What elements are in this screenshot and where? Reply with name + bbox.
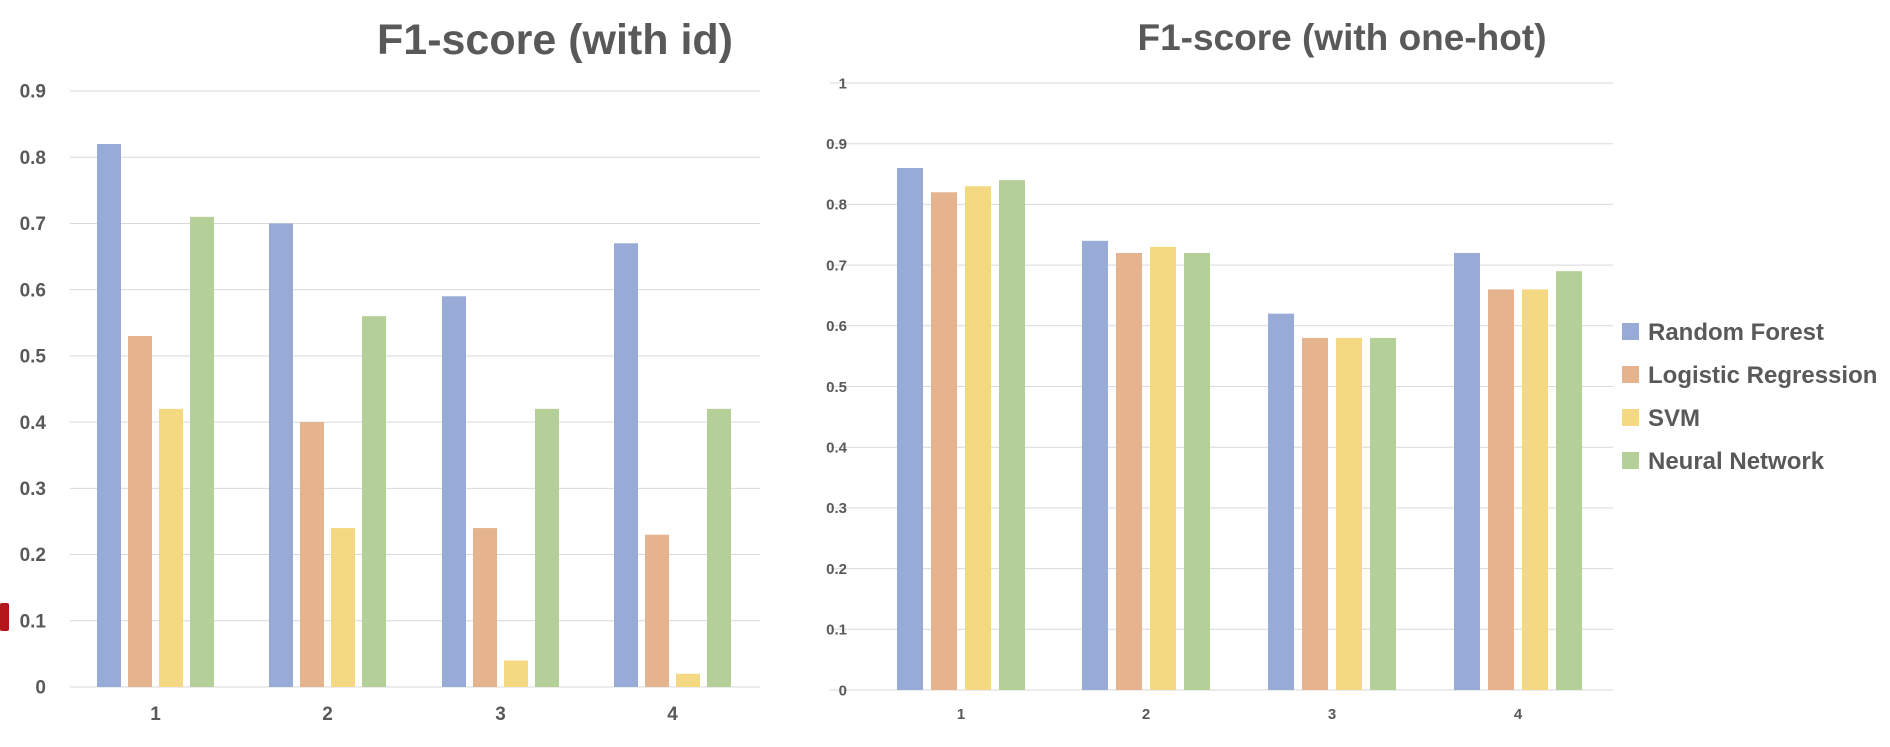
y-tick-label: 0.5 bbox=[20, 347, 47, 368]
bar-random-forest-2 bbox=[1082, 240, 1108, 690]
chart-with-one-hot: F1-score (with one-hot) 0 0.1 0.2 0.3 0.4 0.5… bbox=[826, 17, 1613, 723]
bar-svm-1 bbox=[159, 408, 183, 687]
y-tick-label: 0.9 bbox=[20, 82, 46, 103]
y-tick-label: 0 bbox=[839, 682, 847, 699]
x-axis: 1 2 3 4 bbox=[957, 706, 1523, 723]
bar-logistic-regression-4 bbox=[1488, 289, 1514, 690]
y-tick-label: 0.3 bbox=[20, 479, 46, 500]
x-tick-label: 3 bbox=[495, 704, 506, 725]
bar-neural-network-3 bbox=[535, 408, 559, 687]
bars bbox=[897, 167, 1582, 691]
bar-random-forest-3 bbox=[442, 296, 466, 687]
edge-marker bbox=[0, 603, 9, 631]
grid bbox=[70, 90, 760, 688]
y-tick-label: 0.1 bbox=[826, 622, 847, 639]
chart-with-id: F1-score (with id) 0 0.1 0.2 0.3 0.4 0.5 0.6 0.… bbox=[20, 16, 760, 725]
x-tick-label: 3 bbox=[1328, 706, 1336, 723]
y-tick-label: 0.1 bbox=[20, 611, 47, 632]
bar-svm-2 bbox=[1150, 246, 1176, 690]
bars bbox=[97, 143, 731, 688]
y-tick-label: 0.3 bbox=[826, 500, 847, 517]
bar-logistic-regression-3 bbox=[473, 528, 497, 687]
legend-label: SVM bbox=[1648, 405, 1700, 432]
y-tick-label: 1 bbox=[839, 75, 847, 92]
x-tick-label: 4 bbox=[1514, 706, 1523, 723]
y-tick-label: 0.6 bbox=[826, 318, 847, 335]
bar-random-forest-4 bbox=[614, 243, 638, 688]
bar-random-forest-3 bbox=[1268, 313, 1294, 690]
grid bbox=[830, 82, 1613, 691]
y-tick-label: 0.5 bbox=[826, 379, 847, 396]
bar-random-forest-4 bbox=[1454, 252, 1480, 690]
chart-title: F1-score (with one-hot) bbox=[1137, 17, 1546, 58]
y-tick-label: 0.8 bbox=[826, 197, 847, 214]
bar-logistic-regression-2 bbox=[1116, 252, 1142, 690]
bar-logistic-regression-1 bbox=[128, 336, 152, 687]
bar-svm-3 bbox=[504, 660, 528, 687]
x-tick-label: 1 bbox=[150, 704, 161, 725]
bar-neural-network-3 bbox=[1370, 337, 1396, 690]
legend-swatch bbox=[1622, 452, 1639, 469]
y-tick-label: 0.2 bbox=[20, 545, 46, 566]
y-tick-label: 0.6 bbox=[20, 280, 46, 301]
x-tick-label: 2 bbox=[322, 704, 333, 725]
y-axis: 0 0.1 0.2 0.3 0.4 0.5 0.6 0.7 0.8 0.9 bbox=[20, 82, 47, 699]
x-tick-label: 2 bbox=[1142, 706, 1150, 723]
bar-neural-network-1 bbox=[190, 216, 214, 688]
bar-svm-1 bbox=[965, 186, 991, 690]
bar-neural-network-2 bbox=[362, 316, 386, 687]
bar-random-forest-1 bbox=[97, 143, 121, 687]
bar-svm-2 bbox=[331, 528, 355, 687]
legend-swatch bbox=[1622, 366, 1639, 383]
x-tick-label: 4 bbox=[667, 704, 678, 725]
bar-svm-4 bbox=[1522, 289, 1548, 690]
bar-logistic-regression-2 bbox=[300, 422, 324, 687]
bar-random-forest-1 bbox=[897, 167, 923, 691]
y-axis: 0 0.1 0.2 0.3 0.4 0.5 0.6 0.7 0.8 0.9 1 bbox=[826, 75, 848, 699]
y-tick-label: 0.4 bbox=[826, 439, 848, 456]
bar-random-forest-2 bbox=[269, 223, 293, 687]
y-tick-label: 0.7 bbox=[826, 257, 847, 274]
legend-swatch bbox=[1622, 409, 1639, 426]
bar-logistic-regression-3 bbox=[1302, 337, 1328, 690]
chart-title: F1-score (with id) bbox=[377, 16, 733, 64]
y-tick-label: 0.9 bbox=[826, 136, 847, 153]
x-tick-label: 1 bbox=[957, 706, 965, 723]
y-tick-label: 0.2 bbox=[826, 561, 847, 578]
legend: Random Forest Logistic Regression SVM Neura… bbox=[1622, 319, 1877, 475]
y-tick-label: 0 bbox=[35, 678, 46, 699]
legend-label: Neural Network bbox=[1648, 448, 1825, 475]
x-axis: 1 2 3 4 bbox=[150, 704, 678, 725]
bar-neural-network-2 bbox=[1184, 252, 1210, 690]
bar-svm-4 bbox=[676, 673, 700, 687]
bar-neural-network-4 bbox=[707, 408, 731, 687]
bar-logistic-regression-4 bbox=[645, 534, 669, 687]
bar-logistic-regression-1 bbox=[931, 192, 957, 690]
y-tick-label: 0.8 bbox=[20, 148, 46, 169]
legend-label: Random Forest bbox=[1648, 319, 1824, 346]
bar-svm-3 bbox=[1336, 337, 1362, 690]
bar-neural-network-4 bbox=[1556, 271, 1582, 690]
y-tick-label: 0.7 bbox=[20, 214, 46, 235]
legend-swatch bbox=[1622, 323, 1639, 340]
bar-neural-network-1 bbox=[999, 180, 1025, 690]
y-tick-label: 0.4 bbox=[20, 413, 47, 434]
legend-label: Logistic Regression bbox=[1648, 362, 1877, 389]
